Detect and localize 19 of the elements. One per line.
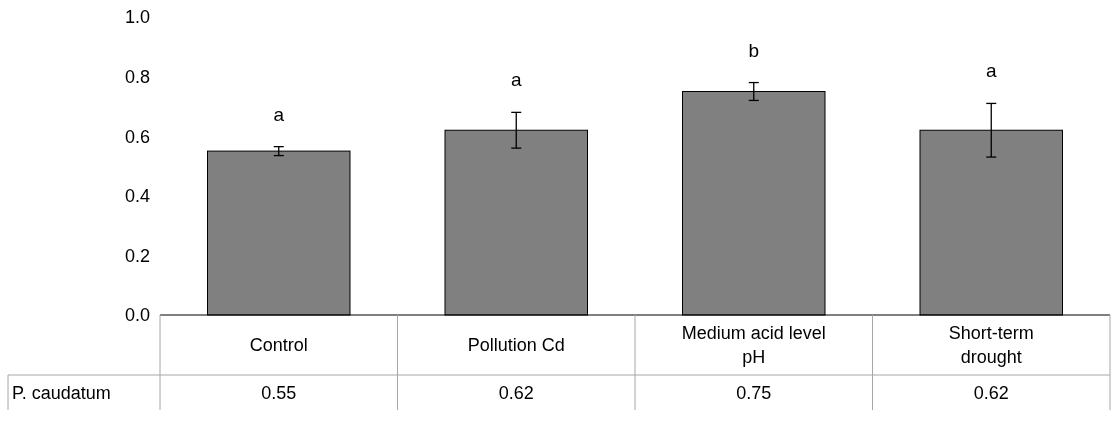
annotation: a xyxy=(985,60,997,82)
y-tick-label: 0.2 xyxy=(124,245,150,266)
data-label: 0.75 xyxy=(736,382,772,403)
y-tick-label: 1.0 xyxy=(124,7,150,28)
annotation: b xyxy=(748,39,760,61)
x-tick-label: Pollution Cd xyxy=(467,335,565,356)
y-tick-label: 0.0 xyxy=(124,305,150,326)
y-tick-label: 0.8 xyxy=(124,66,150,87)
annotation: a xyxy=(510,69,522,91)
annotation: a xyxy=(273,103,285,125)
y-tick-label: 0.6 xyxy=(124,126,150,147)
data-label: 0.62 xyxy=(973,382,1009,403)
x-tick-label: Control xyxy=(249,335,308,356)
data-label: 0.62 xyxy=(498,382,534,403)
text: P. caudatum xyxy=(12,382,111,403)
x-tick-label: Medium acid level pH xyxy=(681,323,826,368)
x-tick-label: Short-term drought xyxy=(948,323,1034,368)
y-tick-label: 0.4 xyxy=(124,186,150,207)
data-label: 0.55 xyxy=(261,382,297,403)
